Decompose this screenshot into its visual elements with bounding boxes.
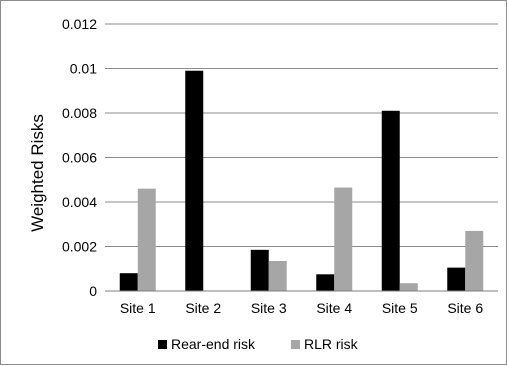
y-axis-label: Weighted Risks [28,114,47,232]
x-tick-label: Site 5 [382,300,418,316]
bar-rear-end-1 [119,273,138,291]
y-tick-label: 0 [89,283,97,299]
legend-swatch [291,340,300,349]
x-tick-label: Site 1 [120,300,156,316]
x-tick-label: Site 6 [447,300,483,316]
y-tick-label: 0.006 [62,150,97,166]
bar-rear-end-5 [381,110,400,292]
y-tick-label: 0.01 [70,61,97,77]
bar-rear-end-2 [185,70,204,291]
bar-rear-end-3 [250,249,269,291]
x-tick-labels: Site 1 Site 2 Site 3 Site 4 Site 5 Site 6 [120,300,484,316]
legend-swatch [158,340,167,349]
y-tick-label: 0.012 [62,16,97,32]
x-tick-label: Site 4 [316,300,352,316]
bar-rlr-6 [465,230,484,291]
y-tick-label: 0.002 [62,239,97,255]
bar-rlr-4 [334,187,353,291]
bar-rlr-5 [399,283,418,291]
y-tick-label: 0.004 [62,194,97,210]
y-tick-labels: 0 0.002 0.004 0.006 0.008 0.01 0.012 [62,16,97,299]
bar-rlr-1 [137,188,156,291]
x-tick-label: Site 2 [185,300,221,316]
bar-rlr-3 [268,260,287,291]
bars [119,70,484,292]
bar-rear-end-4 [316,274,335,291]
legend-label: Rear-end risk [171,336,256,352]
legend: Rear-end risk RLR risk [158,336,359,352]
legend-label: RLR risk [304,336,359,352]
y-tick-label: 0.008 [62,105,97,121]
bar-rear-end-6 [447,267,466,291]
x-tick-label: Site 3 [251,300,287,316]
gridlines [105,23,498,247]
